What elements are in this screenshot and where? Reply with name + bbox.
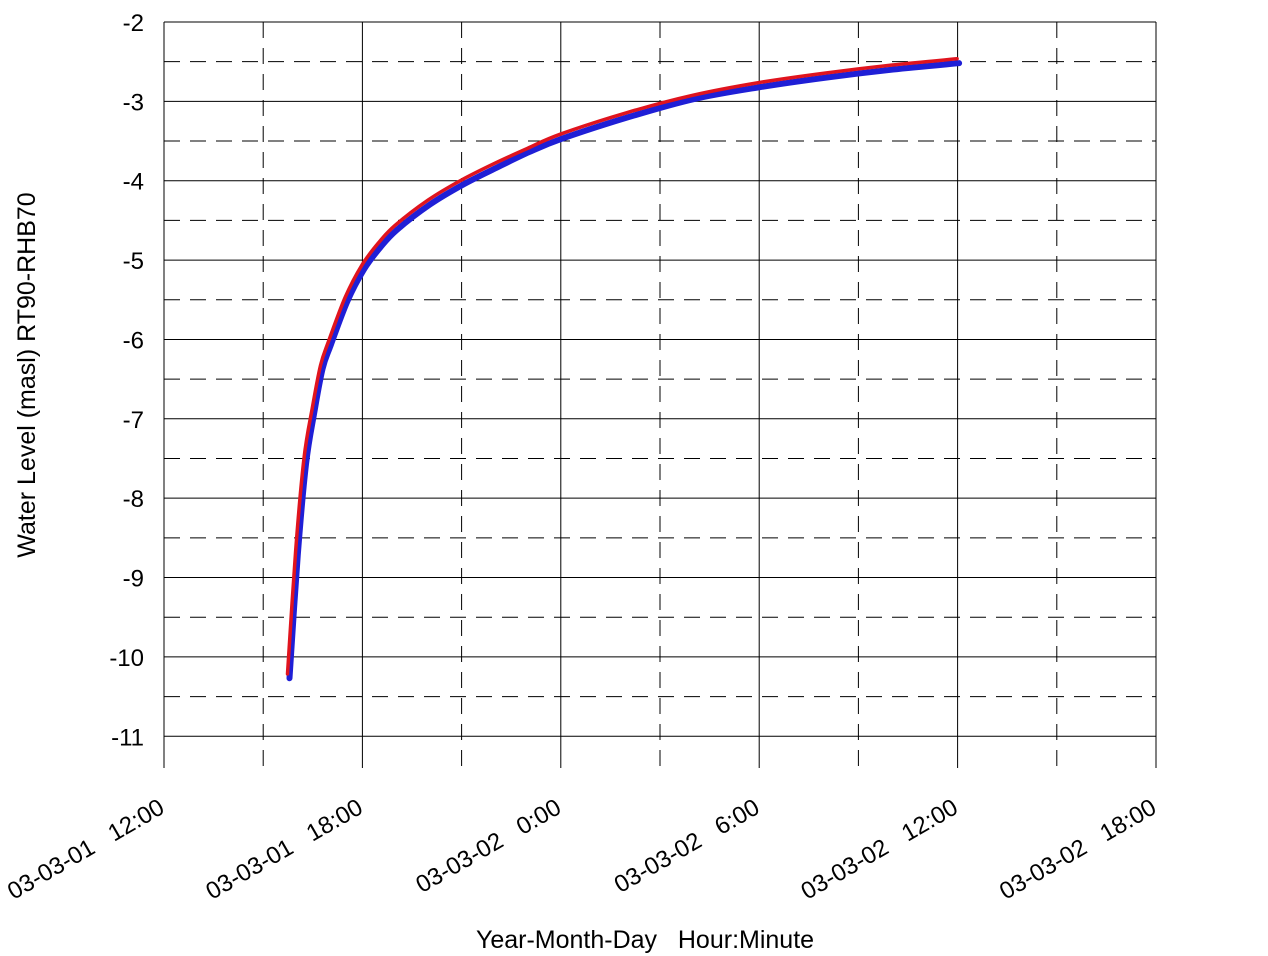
x-tick-labels: 03-03-01 12:00 03-03-01 18:00 03-03-02 0:0…: [3, 794, 1161, 905]
x-tick-label: 03-03-01 18:00: [201, 794, 367, 905]
y-tick-labels: -2 -3 -4 -5 -6 -7 -8 -9 -10 -11: [109, 10, 144, 751]
x-tick-label: 03-03-02 6:00: [610, 794, 764, 899]
series-line-1: [286, 60, 963, 682]
y-tick-label: -6: [123, 327, 144, 354]
y-tick-label: -7: [123, 407, 144, 434]
x-tick-label: 03-03-02 0:00: [411, 794, 565, 899]
series-line-2: [285, 57, 959, 676]
x-tick-label: 03-03-01 12:00: [3, 794, 169, 905]
y-axis-title: Water Level (masl) RT90-RHB70: [13, 192, 41, 557]
series-group: [285, 57, 963, 682]
y-tick-label: -3: [123, 89, 144, 116]
y-tick-label: -4: [123, 169, 144, 196]
y-tick-label: -11: [111, 724, 144, 751]
y-tick-label: -8: [123, 486, 144, 513]
grid: [163, 21, 1157, 768]
y-tick-label: -2: [123, 10, 144, 37]
x-tick-label: 03-03-02 18:00: [995, 794, 1161, 905]
x-tick-label: 03-03-02 12:00: [797, 794, 963, 905]
x-axis-title: Year-Month-Day Hour:Minute: [476, 926, 814, 954]
y-tick-label: -9: [123, 566, 144, 593]
y-tick-label: -10: [109, 645, 144, 672]
y-tick-label: -5: [123, 248, 144, 275]
